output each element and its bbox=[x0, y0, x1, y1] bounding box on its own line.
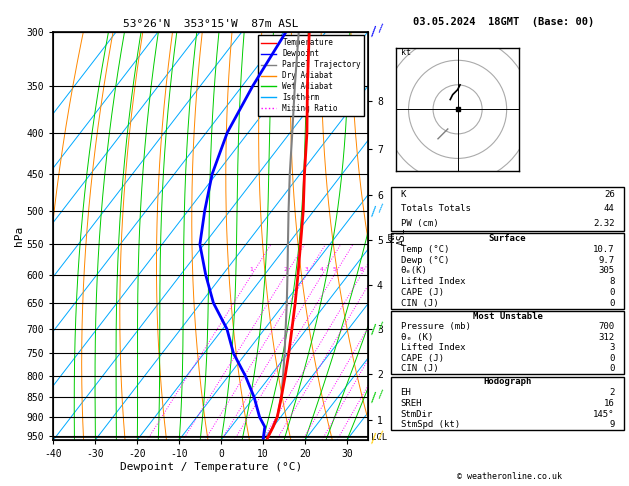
Y-axis label: km
ASL: km ASL bbox=[386, 227, 407, 244]
Text: 1: 1 bbox=[250, 267, 253, 272]
Text: θₑ(K): θₑ(K) bbox=[401, 266, 428, 276]
Text: Surface: Surface bbox=[489, 234, 526, 243]
Text: CIN (J): CIN (J) bbox=[401, 364, 438, 373]
Text: \: \ bbox=[365, 390, 381, 404]
Text: \: \ bbox=[365, 431, 381, 445]
Text: \: \ bbox=[365, 24, 381, 39]
Text: 2.32: 2.32 bbox=[593, 219, 615, 228]
Text: Lifted Index: Lifted Index bbox=[401, 344, 465, 352]
Legend: Temperature, Dewpoint, Parcel Trajectory, Dry Adiabat, Wet Adiabat, Isotherm, Mi: Temperature, Dewpoint, Parcel Trajectory… bbox=[258, 35, 364, 116]
Text: 9: 9 bbox=[610, 420, 615, 429]
Text: 0: 0 bbox=[610, 354, 615, 363]
Text: 305: 305 bbox=[599, 266, 615, 276]
Text: 312: 312 bbox=[599, 333, 615, 342]
Text: © weatheronline.co.uk: © weatheronline.co.uk bbox=[457, 472, 562, 481]
Y-axis label: hPa: hPa bbox=[14, 226, 24, 246]
Text: 4: 4 bbox=[320, 267, 324, 272]
Text: 2: 2 bbox=[284, 267, 287, 272]
Text: 700: 700 bbox=[599, 322, 615, 331]
Text: Pressure (mb): Pressure (mb) bbox=[401, 322, 470, 331]
Text: CAPE (J): CAPE (J) bbox=[401, 354, 443, 363]
Text: 145°: 145° bbox=[593, 410, 615, 418]
Text: CAPE (J): CAPE (J) bbox=[401, 288, 443, 297]
Text: 5: 5 bbox=[333, 267, 337, 272]
Text: \: \ bbox=[374, 430, 385, 441]
Text: PW (cm): PW (cm) bbox=[401, 219, 438, 228]
Text: \: \ bbox=[374, 23, 385, 35]
Text: 16: 16 bbox=[604, 399, 615, 408]
Text: StmSpd (kt): StmSpd (kt) bbox=[401, 420, 460, 429]
Text: 3: 3 bbox=[610, 344, 615, 352]
Text: Dewp (°C): Dewp (°C) bbox=[401, 256, 449, 265]
Text: 9.7: 9.7 bbox=[599, 256, 615, 265]
Text: \: \ bbox=[374, 320, 385, 331]
X-axis label: Dewpoint / Temperature (°C): Dewpoint / Temperature (°C) bbox=[120, 462, 302, 471]
Text: LCL: LCL bbox=[371, 433, 387, 442]
Text: kt: kt bbox=[401, 49, 411, 57]
Title: 53°26'N  353°15'W  87m ASL: 53°26'N 353°15'W 87m ASL bbox=[123, 19, 299, 30]
Text: Most Unstable: Most Unstable bbox=[472, 312, 543, 321]
Text: \: \ bbox=[365, 322, 381, 336]
Text: 44: 44 bbox=[604, 205, 615, 213]
Text: \: \ bbox=[374, 202, 385, 213]
Text: SREH: SREH bbox=[401, 399, 422, 408]
Text: Hodograph: Hodograph bbox=[484, 378, 532, 386]
Text: 8: 8 bbox=[359, 267, 363, 272]
Text: \: \ bbox=[365, 204, 381, 218]
Text: Totals Totals: Totals Totals bbox=[401, 205, 470, 213]
Text: StmDir: StmDir bbox=[401, 410, 433, 418]
Text: 26: 26 bbox=[604, 190, 615, 199]
Text: K: K bbox=[401, 190, 406, 199]
Text: 10.7: 10.7 bbox=[593, 245, 615, 254]
Text: θₑ (K): θₑ (K) bbox=[401, 333, 433, 342]
Text: Temp (°C): Temp (°C) bbox=[401, 245, 449, 254]
Text: 0: 0 bbox=[610, 288, 615, 297]
Text: 03.05.2024  18GMT  (Base: 00): 03.05.2024 18GMT (Base: 00) bbox=[413, 17, 594, 27]
Text: 0: 0 bbox=[610, 299, 615, 308]
Text: 0: 0 bbox=[610, 364, 615, 373]
Text: EH: EH bbox=[401, 388, 411, 397]
Text: 8: 8 bbox=[610, 277, 615, 286]
Text: \: \ bbox=[374, 389, 385, 400]
Text: Lifted Index: Lifted Index bbox=[401, 277, 465, 286]
Text: 2: 2 bbox=[610, 388, 615, 397]
Text: CIN (J): CIN (J) bbox=[401, 299, 438, 308]
Text: 3: 3 bbox=[304, 267, 308, 272]
